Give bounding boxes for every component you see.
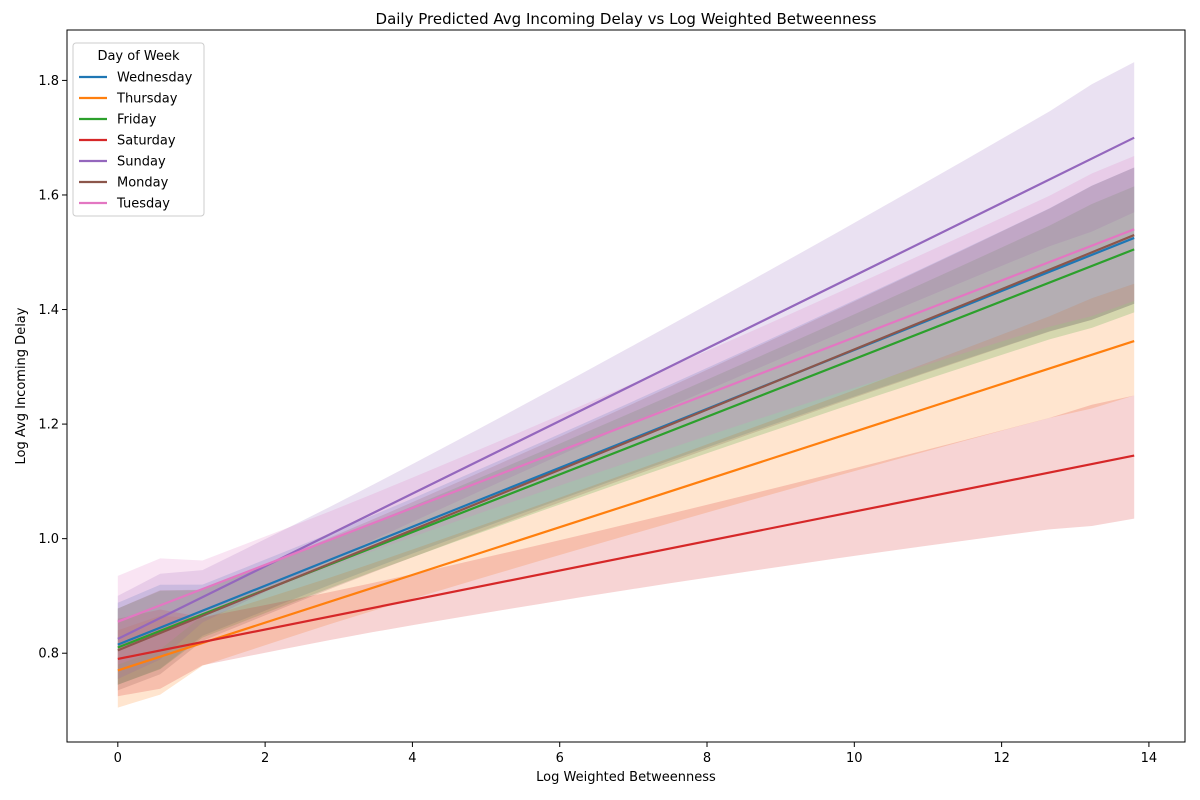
legend-label-tuesday: Tuesday	[116, 197, 170, 212]
band-friday	[117, 186, 1135, 685]
y-tick-label: 1.6	[38, 188, 59, 203]
band-tuesday	[117, 156, 1135, 665]
y-tick-label: 1.2	[38, 418, 59, 433]
x-tick-label: 6	[556, 751, 564, 766]
y-tick-label: 1.4	[38, 303, 59, 318]
x-axis-ticks: 0 2 4 6 8 10 12 14	[114, 742, 1158, 766]
y-axis-label: Log Avg Incoming Delay	[14, 307, 29, 464]
series-line-tuesday	[117, 228, 1135, 623]
x-tick-label: 8	[703, 751, 711, 766]
x-tick-label: 14	[1141, 751, 1158, 766]
series-lines	[117, 136, 1135, 672]
legend-label-wednesday: Wednesday	[117, 71, 193, 86]
band-saturday	[117, 395, 1135, 697]
legend-label-friday: Friday	[117, 113, 157, 128]
y-tick-label: 0.8	[38, 647, 59, 662]
x-tick-label: 2	[261, 751, 269, 766]
legend: Day of Week Wednesday Thursday Friday Saturd…	[72, 42, 205, 217]
series-line-thursday	[117, 339, 1135, 672]
series-line-saturday	[117, 454, 1135, 661]
y-tick-label: 1.8	[38, 74, 59, 89]
legend-label-thursday: Thursday	[116, 92, 178, 107]
x-axis-label: Log Weighted Betweenness	[536, 770, 716, 785]
x-tick-label: 0	[114, 751, 122, 766]
legend-title: Day of Week	[97, 49, 180, 64]
legend-label-saturday: Saturday	[117, 134, 176, 149]
chart-title: Daily Predicted Avg Incoming Delay vs Lo…	[376, 10, 877, 28]
x-tick-label: 12	[993, 751, 1010, 766]
plot-frame	[66, 29, 1186, 743]
legend-label-sunday: Sunday	[117, 155, 166, 170]
series-line-monday	[117, 234, 1135, 652]
series-line-wednesday	[117, 236, 1135, 646]
x-tick-label: 4	[408, 751, 416, 766]
band-thursday	[117, 283, 1135, 708]
legend-label-monday: Monday	[117, 176, 169, 191]
y-axis-ticks: 0.8 1.0 1.2 1.4 1.6 1.8	[38, 74, 67, 662]
legend-box	[72, 42, 205, 217]
band-monday	[117, 167, 1135, 691]
x-tick-label: 10	[846, 751, 863, 766]
y-tick-label: 1.0	[38, 532, 59, 547]
